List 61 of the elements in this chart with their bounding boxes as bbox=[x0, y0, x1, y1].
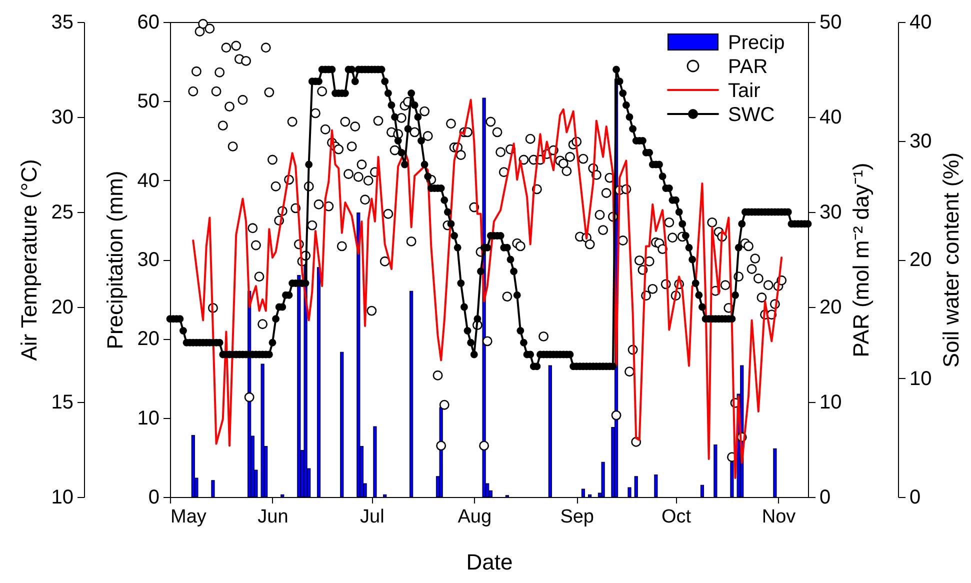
y-tick-label: 40 bbox=[137, 170, 160, 192]
x-tick-label: Jul bbox=[360, 506, 384, 528]
y2-tick-label: 10 bbox=[820, 392, 842, 414]
x-tick-label: Aug bbox=[458, 506, 492, 528]
bar bbox=[773, 448, 777, 498]
y2-tick-label: 50 bbox=[820, 12, 842, 34]
y3-tick-label: 10 bbox=[51, 486, 74, 508]
bar bbox=[628, 487, 632, 498]
line-series bbox=[192, 98, 783, 479]
bar bbox=[260, 364, 264, 498]
x-tick-label: Sep bbox=[560, 506, 594, 528]
y-tick-label: 60 bbox=[137, 12, 160, 34]
y3-tick-label: 15 bbox=[51, 392, 74, 414]
x-tick-label: Oct bbox=[661, 506, 692, 528]
y2-tick-label: 20 bbox=[820, 296, 842, 318]
y-tick-label: 30 bbox=[910, 130, 932, 152]
bar bbox=[588, 494, 592, 498]
y2-tick-label: 40 bbox=[820, 106, 842, 128]
y-tick-label: 10 bbox=[910, 368, 932, 390]
bar bbox=[356, 212, 360, 498]
y-axis-title: Precipitation (mm) bbox=[102, 170, 128, 350]
bar bbox=[601, 462, 605, 498]
y-tick-label: 50 bbox=[137, 90, 160, 113]
bar bbox=[211, 480, 215, 498]
y-tick-label: 0 bbox=[148, 486, 160, 508]
legend-label: Precip bbox=[728, 32, 785, 54]
y-tick-label: 20 bbox=[137, 328, 160, 350]
y2-axis-title: PAR (mol m⁻² day⁻¹) bbox=[848, 162, 874, 358]
bar bbox=[340, 352, 344, 498]
y3-tick-label: 30 bbox=[51, 106, 74, 128]
bar bbox=[548, 365, 552, 498]
bar bbox=[714, 444, 718, 498]
y-tick-label: 40 bbox=[910, 12, 932, 34]
y2-tick-label: 0 bbox=[820, 486, 831, 508]
y-tick-label: 30 bbox=[137, 249, 160, 271]
x-axis-title: Date bbox=[466, 550, 513, 574]
x-tick-label: May bbox=[170, 506, 207, 528]
legend-label: Tair bbox=[728, 80, 761, 102]
legend-label: PAR bbox=[728, 56, 768, 78]
bar bbox=[316, 267, 321, 498]
bar bbox=[654, 474, 658, 498]
bar bbox=[581, 488, 586, 498]
bar bbox=[634, 476, 638, 498]
y3-tick-label: 25 bbox=[51, 202, 74, 224]
x-tick-label: Nov bbox=[762, 506, 796, 528]
y3-tick-label: 35 bbox=[51, 12, 74, 34]
legend-label: SWC bbox=[728, 104, 775, 126]
y-tick-label: 20 bbox=[910, 249, 932, 271]
bar bbox=[280, 494, 284, 498]
y-axis-title: Soil water content (%) bbox=[938, 152, 964, 368]
y2-tick-label: 30 bbox=[820, 202, 842, 224]
bar bbox=[410, 290, 414, 498]
y-tick-label: 0 bbox=[910, 486, 921, 508]
bar bbox=[383, 494, 387, 498]
bar bbox=[700, 484, 704, 498]
bar bbox=[373, 426, 377, 498]
x-tick-label: Jun bbox=[258, 506, 288, 528]
bar bbox=[191, 434, 195, 498]
y3-tick-label: 20 bbox=[51, 296, 74, 318]
y-tick-label: 10 bbox=[137, 407, 160, 430]
y3-axis-title: Air Temperature (°C) bbox=[16, 159, 42, 361]
